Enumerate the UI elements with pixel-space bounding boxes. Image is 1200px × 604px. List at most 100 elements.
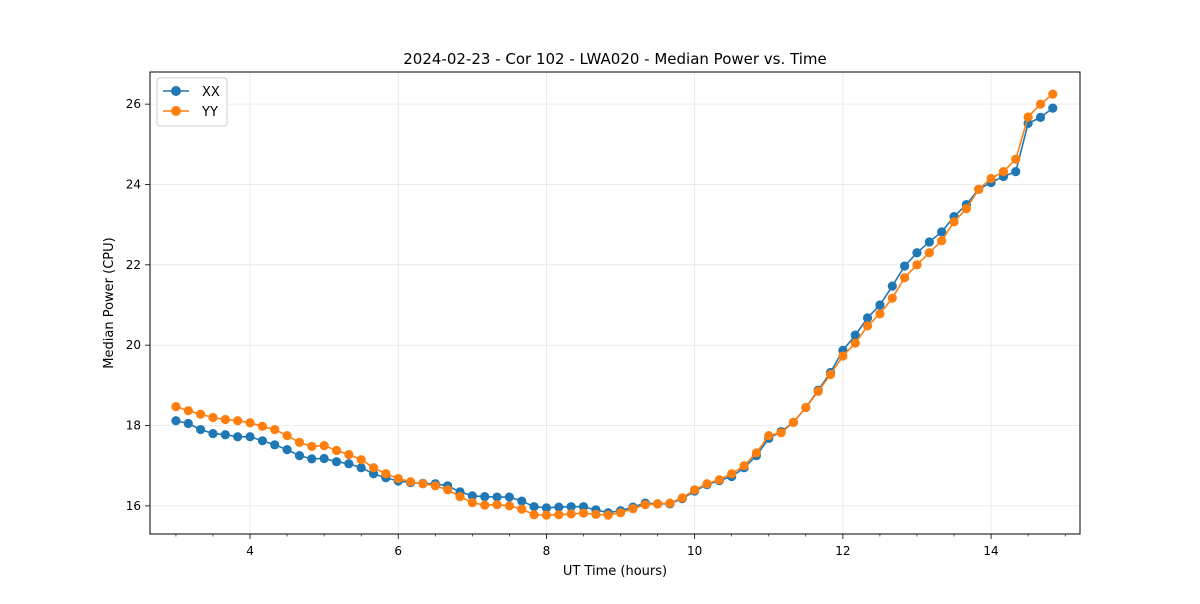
x-tick-label: 14 xyxy=(983,544,998,558)
data-point-yy xyxy=(208,412,218,423)
y-tick-label: 16 xyxy=(126,499,141,513)
data-point-yy xyxy=(331,445,342,456)
data-point-yy xyxy=(788,417,799,427)
legend: XX YY xyxy=(156,77,228,127)
series-line-yy xyxy=(175,93,1054,516)
data-point-yy xyxy=(801,402,811,413)
x-tick-label: 12 xyxy=(835,544,850,558)
data-point-yy xyxy=(529,510,539,520)
data-point-xx xyxy=(294,451,305,461)
y-tick-label: 24 xyxy=(126,177,141,191)
data-point-yy xyxy=(196,409,206,419)
data-point-yy xyxy=(850,338,860,348)
data-point-yy xyxy=(924,248,934,258)
data-point-yy xyxy=(702,479,712,489)
data-point-yy xyxy=(566,509,576,519)
data-point-xx xyxy=(331,457,342,467)
data-point-yy xyxy=(344,449,354,460)
x-tick-label: 10 xyxy=(687,544,702,558)
data-point-xx xyxy=(875,300,885,310)
data-point-yy xyxy=(270,424,280,435)
chart-title: 2024-02-23 - Cor 102 - LWA020 - Median P… xyxy=(403,50,827,68)
data-point-yy xyxy=(418,479,428,489)
data-point-yy xyxy=(455,492,465,502)
data-point-yy xyxy=(862,321,873,331)
data-point-yy xyxy=(282,430,292,441)
data-point-xx xyxy=(480,492,490,502)
data-point-yy xyxy=(887,293,897,303)
data-point-xx xyxy=(541,503,552,513)
legend-marker-yy xyxy=(171,106,181,116)
data-point-yy xyxy=(998,167,1009,177)
data-point-xx xyxy=(554,502,564,512)
data-point-yy xyxy=(937,236,947,246)
data-point-xx xyxy=(1035,112,1046,122)
series-layer xyxy=(171,89,1058,520)
data-point-yy xyxy=(480,500,490,510)
legend-label-xx: XX xyxy=(202,85,220,100)
data-point-yy xyxy=(1035,99,1046,109)
data-point-yy xyxy=(257,421,268,431)
data-point-yy xyxy=(356,455,366,465)
data-point-xx xyxy=(270,440,280,450)
x-tick-label: 8 xyxy=(543,544,551,558)
data-point-yy xyxy=(949,217,959,227)
data-point-yy xyxy=(183,406,193,416)
legend-marker-xx xyxy=(171,86,181,96)
data-point-xx xyxy=(220,430,230,440)
data-point-yy xyxy=(294,437,305,447)
data-point-xx xyxy=(233,432,243,442)
data-point-yy xyxy=(912,260,922,270)
data-point-yy xyxy=(974,184,984,194)
data-point-yy xyxy=(504,501,514,511)
data-point-yy xyxy=(381,469,391,479)
data-point-yy xyxy=(986,173,996,184)
data-point-yy xyxy=(443,485,453,495)
x-tick-label: 4 xyxy=(246,544,254,558)
data-point-yy xyxy=(640,500,650,510)
data-point-xx xyxy=(344,459,354,469)
data-point-yy xyxy=(714,475,724,485)
data-point-xx xyxy=(529,502,539,512)
data-point-yy xyxy=(776,428,786,438)
data-point-yy xyxy=(813,386,823,396)
data-point-yy xyxy=(393,473,403,484)
data-point-xx xyxy=(850,330,860,340)
data-point-yy xyxy=(1011,154,1021,164)
grid xyxy=(150,72,1080,534)
data-point-xx xyxy=(196,424,206,435)
axes: 4 6 8 10 12 14 16 18 20 22 24 26 xyxy=(126,97,1066,558)
data-point-yy xyxy=(677,493,687,503)
data-point-xx xyxy=(578,502,589,512)
data-point-yy xyxy=(319,441,329,451)
data-point-yy xyxy=(900,273,910,283)
data-point-yy xyxy=(628,504,638,514)
data-point-yy xyxy=(1048,89,1058,99)
data-point-xx xyxy=(887,281,897,291)
data-point-yy xyxy=(653,499,663,509)
data-point-yy xyxy=(751,448,761,458)
data-point-yy xyxy=(665,498,675,508)
data-point-yy xyxy=(1023,112,1033,122)
y-axis-label: Median Power (CPU) xyxy=(102,237,117,368)
data-point-yy xyxy=(171,402,181,412)
y-tick-label: 22 xyxy=(126,258,141,272)
data-point-xx xyxy=(319,453,329,464)
data-point-yy xyxy=(825,369,836,380)
data-point-xx xyxy=(924,237,934,247)
data-point-xx xyxy=(517,496,527,506)
data-point-yy xyxy=(690,485,700,495)
data-point-yy xyxy=(603,510,613,520)
y-tick-label: 20 xyxy=(126,338,141,352)
data-point-yy xyxy=(591,509,601,519)
data-point-yy xyxy=(220,414,230,425)
data-point-xx xyxy=(900,261,910,271)
data-point-yy xyxy=(961,203,972,214)
data-point-yy xyxy=(307,441,317,452)
data-point-xx xyxy=(307,454,317,464)
data-point-xx xyxy=(257,436,268,446)
data-point-yy xyxy=(430,481,440,491)
data-point-xx xyxy=(504,492,514,502)
